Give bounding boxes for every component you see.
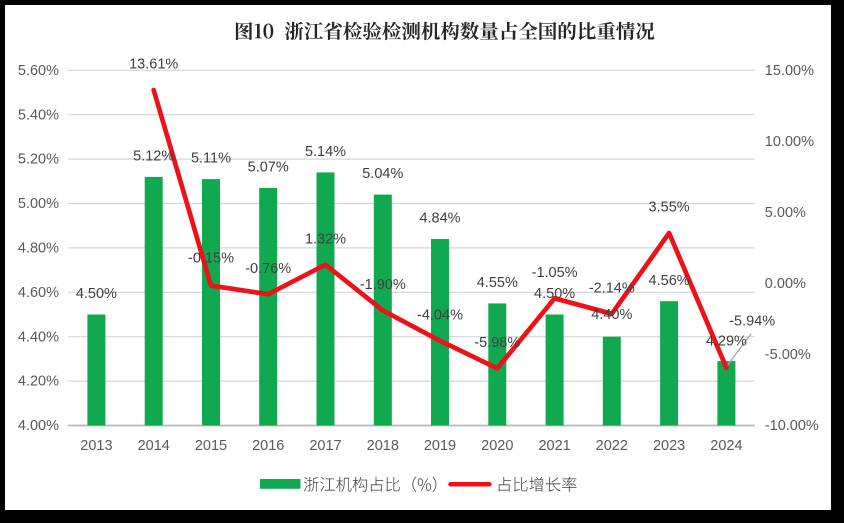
svg-text:15.00%: 15.00% bbox=[765, 63, 814, 79]
svg-text:4.50%: 4.50% bbox=[76, 286, 117, 302]
svg-text:2014: 2014 bbox=[138, 438, 170, 454]
svg-text:5.12%: 5.12% bbox=[133, 149, 174, 165]
svg-text:2018: 2018 bbox=[367, 438, 399, 454]
svg-text:2021: 2021 bbox=[538, 438, 570, 454]
svg-text:-2.14%: -2.14% bbox=[589, 280, 635, 296]
svg-text:-0.76%: -0.76% bbox=[245, 261, 291, 277]
svg-text:4.20%: 4.20% bbox=[18, 374, 59, 390]
svg-text:-5.94%: -5.94% bbox=[729, 314, 775, 330]
svg-text:5.60%: 5.60% bbox=[18, 63, 59, 79]
svg-text:2023: 2023 bbox=[653, 438, 685, 454]
svg-text:4.60%: 4.60% bbox=[18, 285, 59, 301]
svg-text:5.40%: 5.40% bbox=[18, 107, 59, 123]
svg-text:5.04%: 5.04% bbox=[362, 166, 403, 182]
svg-text:-5.00%: -5.00% bbox=[765, 347, 811, 363]
svg-text:5.00%: 5.00% bbox=[18, 196, 59, 212]
svg-text:-5.98%: -5.98% bbox=[474, 335, 520, 351]
svg-text:3.55%: 3.55% bbox=[649, 200, 690, 216]
svg-text:2016: 2016 bbox=[252, 438, 284, 454]
svg-text:5.00%: 5.00% bbox=[765, 205, 806, 221]
svg-text:-1.05%: -1.05% bbox=[532, 265, 578, 281]
svg-text:1.32%: 1.32% bbox=[305, 231, 346, 247]
svg-text:5.07%: 5.07% bbox=[248, 160, 289, 176]
svg-text:0.00%: 0.00% bbox=[765, 276, 806, 292]
svg-text:4.84%: 4.84% bbox=[419, 211, 460, 227]
svg-text:-0.15%: -0.15% bbox=[188, 251, 234, 267]
svg-text:-10.00%: -10.00% bbox=[765, 418, 819, 434]
svg-text:5.11%: 5.11% bbox=[191, 151, 231, 167]
svg-text:4.29%: 4.29% bbox=[706, 334, 747, 350]
svg-text:5.14%: 5.14% bbox=[305, 144, 346, 160]
svg-text:13.61%: 13.61% bbox=[129, 57, 178, 73]
svg-text:-4.04%: -4.04% bbox=[417, 307, 463, 323]
svg-text:2019: 2019 bbox=[424, 438, 456, 454]
svg-text:5.20%: 5.20% bbox=[18, 152, 59, 168]
svg-text:10.00%: 10.00% bbox=[765, 134, 814, 150]
svg-text:2013: 2013 bbox=[80, 438, 112, 454]
svg-text:4.55%: 4.55% bbox=[477, 275, 518, 291]
svg-text:4.40%: 4.40% bbox=[18, 329, 59, 345]
svg-text:2017: 2017 bbox=[309, 438, 341, 454]
svg-text:2024: 2024 bbox=[710, 438, 742, 454]
svg-text:2015: 2015 bbox=[195, 438, 227, 454]
svg-text:2020: 2020 bbox=[481, 438, 513, 454]
svg-text:-1.90%: -1.90% bbox=[360, 277, 406, 293]
svg-text:4.00%: 4.00% bbox=[18, 418, 59, 434]
svg-text:4.56%: 4.56% bbox=[649, 273, 690, 289]
svg-text:4.40%: 4.40% bbox=[591, 307, 632, 323]
svg-text:4.80%: 4.80% bbox=[18, 241, 59, 257]
svg-text:2022: 2022 bbox=[596, 438, 628, 454]
svg-text:4.50%: 4.50% bbox=[534, 286, 575, 302]
